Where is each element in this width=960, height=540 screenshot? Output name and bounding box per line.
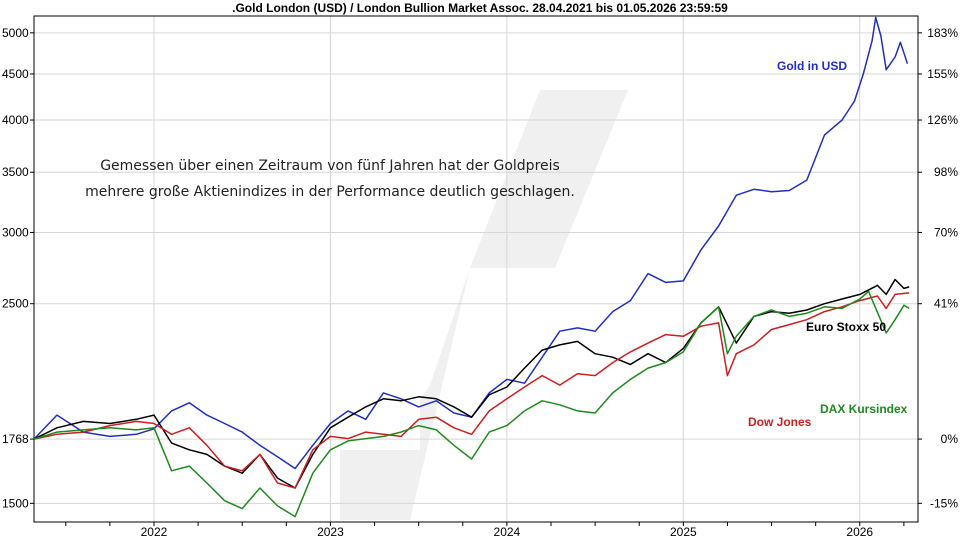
y-left-tick-5000: 5000 xyxy=(2,26,29,40)
y-left-tick-1768: 1768 xyxy=(2,432,29,446)
axes: 2022 2023 2024 2025 2026 1500 -15% 1768 0% 2500 41… xyxy=(2,26,958,539)
annotation-line-2: mehrere große Aktienindizes in der Perfo… xyxy=(85,184,575,200)
grid xyxy=(34,16,918,522)
chart-title: .Gold London (USD) / London Bullion Mark… xyxy=(232,1,728,15)
series-line-dax-kursindex xyxy=(33,290,910,518)
legend-gold: Gold in USD xyxy=(777,59,847,73)
legend-euro-stoxx: Euro Stoxx 50 xyxy=(806,320,886,334)
series-lines xyxy=(33,16,910,518)
y-right-tick-2: 41% xyxy=(934,297,958,311)
annotation-line-1: Gemessen über einen Zeitraum von fünf Ja… xyxy=(100,158,560,174)
x-tick-2022: 2022 xyxy=(141,525,168,539)
x-tick-2025: 2025 xyxy=(670,525,697,539)
y-left-tick-2500: 2500 xyxy=(2,297,29,311)
x-tick-2024: 2024 xyxy=(494,525,521,539)
y-right-tick-6: 155% xyxy=(927,67,958,81)
series-line-euro-stoxx-50 xyxy=(33,278,910,489)
y-left-tick-4000: 4000 xyxy=(2,113,29,127)
watermark-slash xyxy=(340,90,628,520)
legend-dow-jones: Dow Jones xyxy=(748,415,812,429)
series-line-gold-in-usd xyxy=(33,16,909,470)
y-right-tick-0: -15% xyxy=(930,496,958,510)
series-line-dow-jones xyxy=(33,292,910,489)
y-right-tick-4: 98% xyxy=(934,165,958,179)
y-left-tick-3500: 3500 xyxy=(2,165,29,179)
legend-dax: DAX Kursindex xyxy=(820,402,908,416)
y-right-tick-3: 70% xyxy=(934,225,958,239)
y-left-tick-3000: 3000 xyxy=(2,225,29,239)
plot-frame xyxy=(33,15,919,523)
x-tick-2023: 2023 xyxy=(317,525,344,539)
y-left-tick-1500: 1500 xyxy=(2,496,29,510)
x-tick-2026: 2026 xyxy=(846,525,873,539)
y-right-tick-7: 183% xyxy=(927,26,958,40)
y-right-tick-5: 126% xyxy=(927,113,958,127)
y-left-tick-4500: 4500 xyxy=(2,67,29,81)
y-right-tick-1: 0% xyxy=(941,432,959,446)
